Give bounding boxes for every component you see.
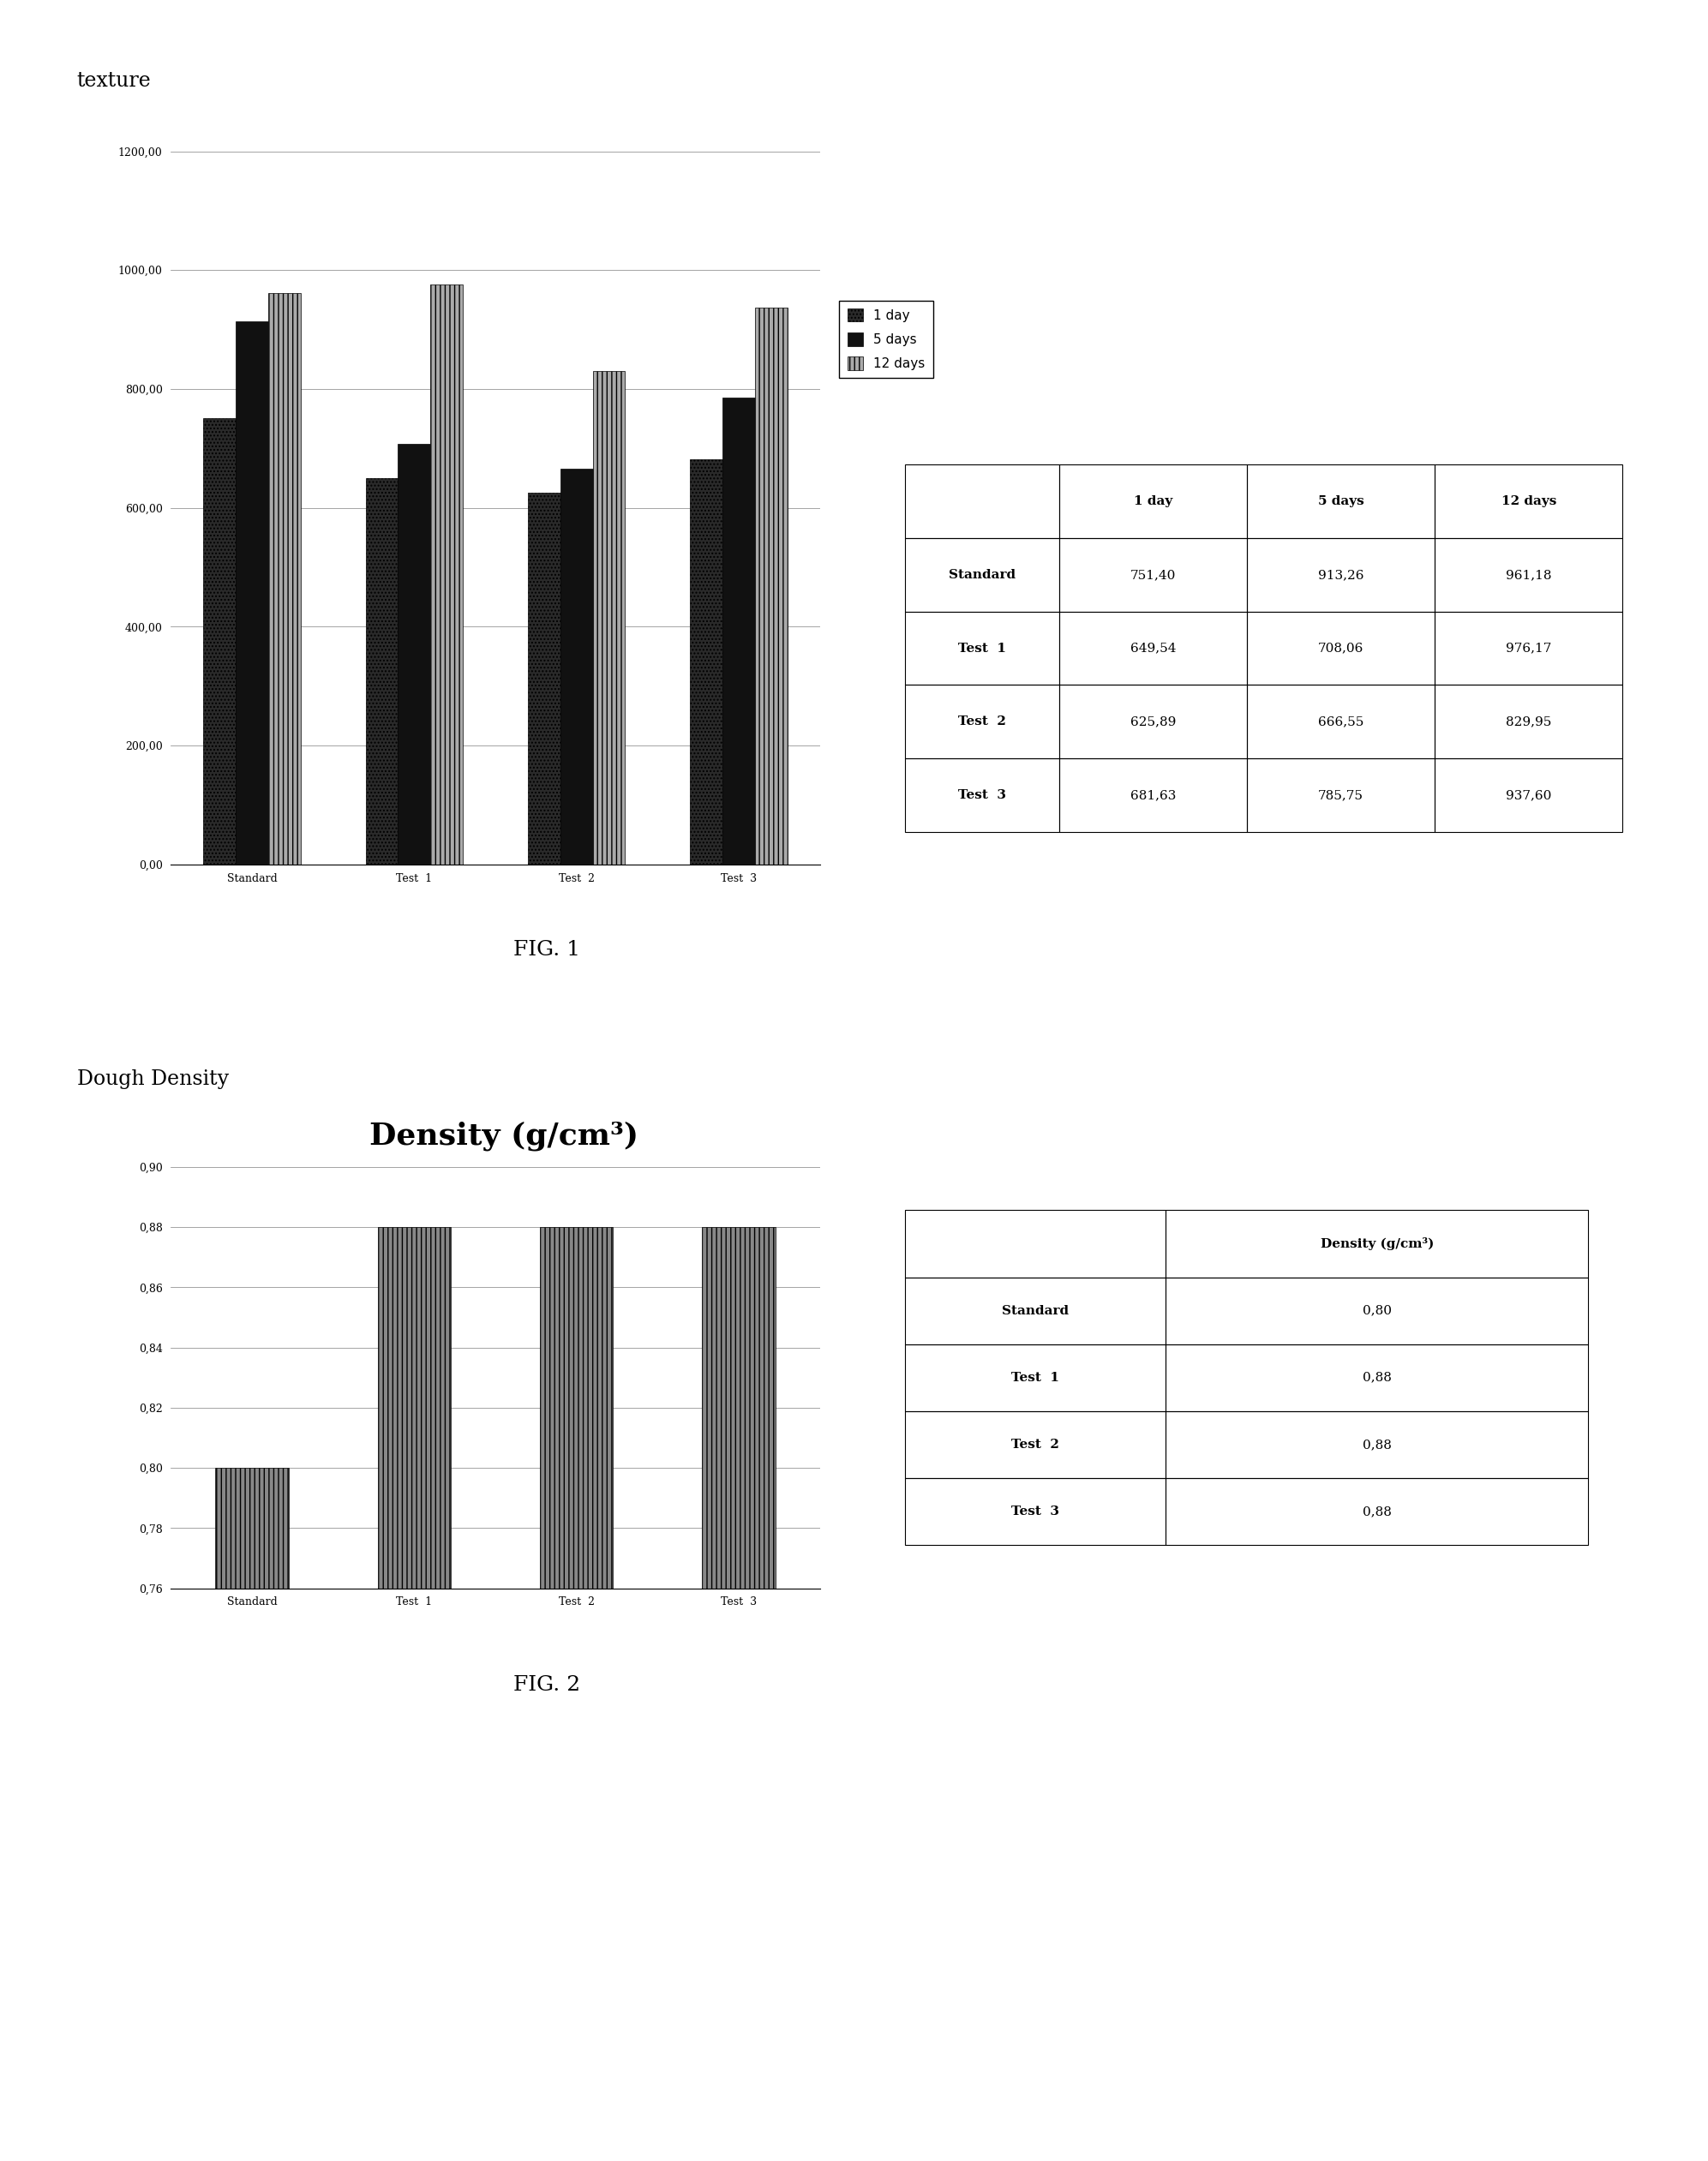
Bar xyxy=(1059,759,1247,832)
Text: texture: texture xyxy=(77,71,152,91)
Bar xyxy=(540,1227,613,2161)
Text: Test  2: Test 2 xyxy=(958,715,1006,728)
Text: 666,55: 666,55 xyxy=(1319,715,1363,728)
Text: 0,88: 0,88 xyxy=(1363,1506,1392,1517)
Bar xyxy=(1165,1478,1588,1545)
Bar xyxy=(702,1227,775,2161)
Bar xyxy=(430,285,463,864)
Text: 937,60: 937,60 xyxy=(1506,789,1551,802)
Bar xyxy=(1165,1210,1588,1277)
Bar xyxy=(722,398,755,864)
Bar xyxy=(1165,1277,1588,1344)
Text: 785,75: 785,75 xyxy=(1319,789,1363,802)
Text: Test  3: Test 3 xyxy=(1011,1506,1059,1517)
Text: FIG. 2: FIG. 2 xyxy=(512,1675,581,1694)
Bar xyxy=(1435,465,1623,538)
Bar xyxy=(905,612,1059,685)
Bar xyxy=(1165,1344,1588,1411)
Bar xyxy=(1059,612,1247,685)
Text: 0,88: 0,88 xyxy=(1363,1439,1392,1450)
Text: 961,18: 961,18 xyxy=(1506,568,1551,581)
Bar xyxy=(1059,685,1247,759)
Text: 976,17: 976,17 xyxy=(1506,642,1551,655)
Bar xyxy=(593,372,625,864)
Bar xyxy=(560,469,593,864)
Bar xyxy=(905,759,1059,832)
Text: 625,89: 625,89 xyxy=(1131,715,1175,728)
Bar xyxy=(1059,538,1247,612)
Bar xyxy=(398,443,430,864)
Text: Test  3: Test 3 xyxy=(958,789,1006,802)
Text: 829,95: 829,95 xyxy=(1506,715,1551,728)
Text: 1 day: 1 day xyxy=(1134,495,1172,508)
Text: Test  2: Test 2 xyxy=(1011,1439,1059,1450)
Text: Test  1: Test 1 xyxy=(958,642,1006,655)
Text: Density (g/cm³): Density (g/cm³) xyxy=(369,1122,639,1152)
Bar xyxy=(905,1411,1165,1478)
Bar xyxy=(905,1210,1165,1277)
Text: Test  1: Test 1 xyxy=(1011,1372,1059,1383)
Bar xyxy=(905,465,1059,538)
Bar xyxy=(1247,759,1435,832)
Text: 751,40: 751,40 xyxy=(1131,568,1175,581)
Legend: 1 day, 5 days, 12 days: 1 day, 5 days, 12 days xyxy=(839,300,933,378)
Bar xyxy=(1247,612,1435,685)
Bar xyxy=(755,307,787,864)
Text: Standard: Standard xyxy=(1003,1305,1069,1316)
Bar xyxy=(1435,759,1623,832)
Bar xyxy=(905,1478,1165,1545)
Bar xyxy=(1435,612,1623,685)
Bar xyxy=(528,493,560,864)
Bar xyxy=(905,685,1059,759)
Bar xyxy=(236,322,268,864)
Bar xyxy=(905,1277,1165,1344)
Bar xyxy=(1247,685,1435,759)
Bar xyxy=(905,538,1059,612)
Text: 913,26: 913,26 xyxy=(1319,568,1363,581)
Bar xyxy=(268,294,301,864)
Text: FIG. 1: FIG. 1 xyxy=(512,940,581,959)
Bar xyxy=(1165,1411,1588,1478)
Text: Standard: Standard xyxy=(948,568,1016,581)
Bar xyxy=(1247,538,1435,612)
Bar xyxy=(1059,465,1247,538)
Bar xyxy=(1247,465,1435,538)
Bar xyxy=(1435,538,1623,612)
Text: 681,63: 681,63 xyxy=(1131,789,1175,802)
Text: 0,88: 0,88 xyxy=(1363,1372,1392,1383)
Text: 5 days: 5 days xyxy=(1319,495,1363,508)
Bar xyxy=(905,1344,1165,1411)
Text: 0,80: 0,80 xyxy=(1363,1305,1392,1316)
Text: 708,06: 708,06 xyxy=(1319,642,1363,655)
Bar xyxy=(377,1227,451,2161)
Text: 12 days: 12 days xyxy=(1501,495,1556,508)
Text: 649,54: 649,54 xyxy=(1131,642,1175,655)
Bar xyxy=(215,1467,289,2161)
Bar xyxy=(366,478,398,864)
Text: Density (g/cm³): Density (g/cm³) xyxy=(1320,1238,1433,1249)
Bar xyxy=(1435,685,1623,759)
Bar xyxy=(203,417,236,864)
Bar xyxy=(690,460,722,864)
Text: Dough Density: Dough Density xyxy=(77,1070,229,1089)
